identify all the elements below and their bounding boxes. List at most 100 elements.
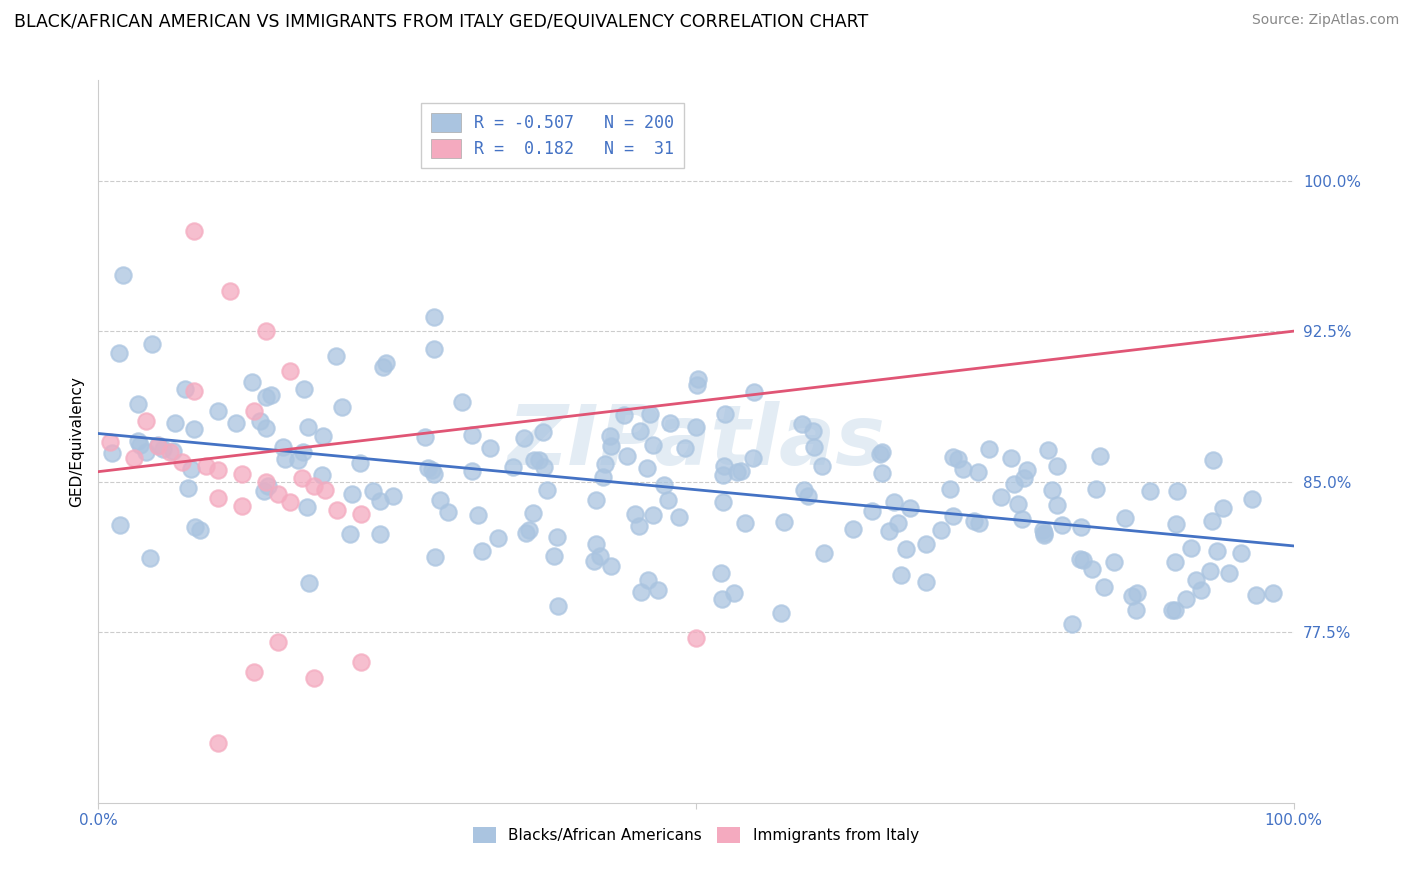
Point [1229,546,1251,560]
Point [311,467,333,482]
Point [515,526,537,541]
Point [813,546,835,560]
Point [176,481,198,495]
Point [952,462,974,476]
Point [657,492,679,507]
Point [630,585,652,599]
Point [790,417,813,431]
Point [1206,544,1229,558]
Point [368,493,391,508]
Point [730,464,752,478]
Point [139,550,162,565]
Point [339,527,361,541]
Point [225,416,247,430]
Point [685,420,707,434]
Point [326,503,349,517]
Point [423,310,446,324]
Point [967,516,990,531]
Point [513,431,536,445]
Point [1032,525,1054,540]
Point [1241,492,1264,507]
Point [340,486,363,500]
Point [585,537,607,551]
Point [870,445,893,459]
Point [713,468,735,483]
Point [946,452,969,467]
Point [801,424,824,438]
Point [260,388,283,402]
Point [146,438,169,452]
Point [593,458,616,472]
Point [1040,483,1063,498]
Point [1199,564,1222,578]
Point [267,487,290,501]
Point [1012,471,1035,485]
Point [461,465,484,479]
Point [1164,555,1187,569]
Point [668,510,690,524]
Point [583,554,606,568]
Point [1125,603,1147,617]
Point [287,453,309,467]
Point [451,395,474,409]
Point [253,483,276,498]
Point [641,508,664,522]
Point [183,384,205,399]
Point [298,575,321,590]
Point [1180,541,1202,555]
Point [1175,591,1198,606]
Text: ZIPatlas: ZIPatlas [508,401,884,482]
Y-axis label: GED/Equivalency: GED/Equivalency [69,376,84,507]
Point [108,517,131,532]
Point [124,450,146,465]
Point [877,524,900,539]
Point [292,382,315,396]
Point [1139,483,1161,498]
Point [297,500,319,514]
Point [207,404,229,418]
Point [652,478,675,492]
Point [890,567,912,582]
Point [860,504,883,518]
Point [734,516,756,530]
Point [686,378,709,392]
Point [420,463,443,477]
Point [1069,552,1091,566]
Point [627,518,650,533]
Point [898,500,921,515]
Point [811,458,834,473]
Point [711,495,734,509]
Point [107,346,129,360]
Point [613,408,636,422]
Point [714,407,737,421]
Point [240,375,263,389]
Point [502,460,524,475]
Point [1184,573,1206,587]
Point [585,492,607,507]
Point [1121,589,1143,603]
Point [207,735,229,749]
Point [361,484,384,499]
Point [547,599,569,613]
Point [413,430,436,444]
Point [1102,555,1125,569]
Point [374,356,396,370]
Point [673,441,696,455]
Point [292,445,315,459]
Point [1092,580,1115,594]
Point [165,417,187,431]
Point [254,390,277,404]
Point [135,444,157,458]
Point [278,364,301,378]
Point [1212,500,1234,515]
Point [422,342,444,356]
Point [254,324,277,338]
Point [184,519,207,533]
Point [628,424,651,438]
Point [803,440,825,454]
Point [172,454,194,468]
Point [429,492,451,507]
Point [962,515,984,529]
Point [297,419,319,434]
Point [183,422,205,436]
